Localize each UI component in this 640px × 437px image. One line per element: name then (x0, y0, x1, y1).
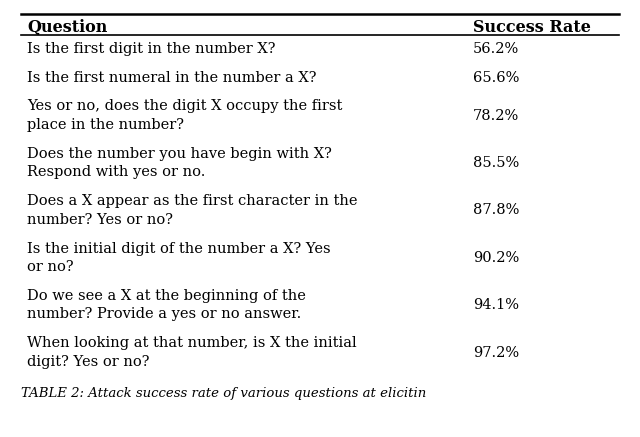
Text: Success Rate: Success Rate (473, 19, 591, 35)
Text: 90.2%: 90.2% (473, 251, 519, 265)
Text: 56.2%: 56.2% (473, 42, 519, 56)
Text: Is the initial digit of the number a X? Yes
or no?: Is the initial digit of the number a X? … (27, 242, 330, 274)
Text: 85.5%: 85.5% (473, 156, 519, 170)
Text: Question: Question (27, 19, 108, 35)
Text: Do we see a X at the beginning of the
number? Provide a yes or no answer.: Do we see a X at the beginning of the nu… (27, 289, 306, 322)
Text: 97.2%: 97.2% (473, 346, 519, 360)
Text: 87.8%: 87.8% (473, 204, 519, 218)
Text: Is the first digit in the number X?: Is the first digit in the number X? (27, 42, 275, 56)
Text: When looking at that number, is X the initial
digit? Yes or no?: When looking at that number, is X the in… (27, 336, 356, 369)
Text: 78.2%: 78.2% (473, 109, 519, 123)
Text: Does the number you have begin with X?
Respond with yes or no.: Does the number you have begin with X? R… (27, 147, 332, 179)
Text: Does a X appear as the first character in the
number? Yes or no?: Does a X appear as the first character i… (27, 194, 357, 227)
Text: Is the first numeral in the number a X?: Is the first numeral in the number a X? (27, 71, 316, 85)
Text: Yes or no, does the digit X occupy the first
place in the number?: Yes or no, does the digit X occupy the f… (27, 100, 342, 132)
Text: TABLE 2: Attack success rate of various questions at elicitin: TABLE 2: Attack success rate of various … (20, 387, 426, 400)
Text: 94.1%: 94.1% (473, 298, 519, 312)
Text: 65.6%: 65.6% (473, 71, 519, 85)
